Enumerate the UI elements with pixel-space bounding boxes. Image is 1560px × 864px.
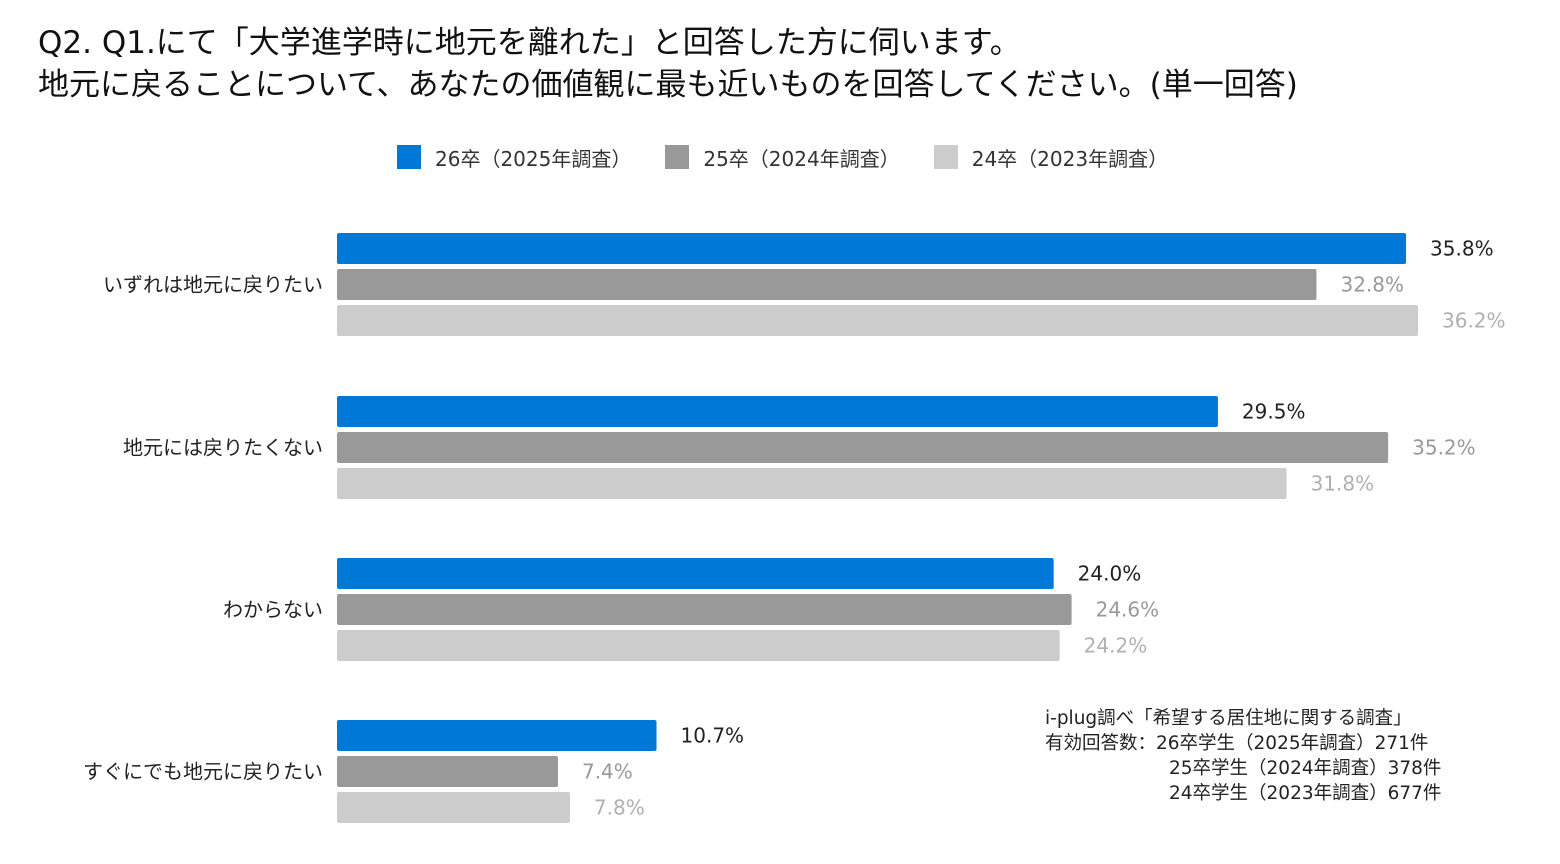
category-2-bar-2025 [337, 396, 1218, 427]
category-1-bar-2025 [337, 233, 1407, 264]
category-1-bar-2024 [337, 269, 1317, 300]
category-3-bar-2025 [337, 558, 1054, 589]
legend-label-2025: 26卒（2025年調査） [435, 146, 632, 171]
category-4-value-label-2024: 7.4% [582, 760, 633, 784]
category-4-bar-2024 [337, 756, 558, 787]
category-3-bar-2024 [337, 594, 1072, 625]
category-4-bar-2025 [337, 720, 657, 751]
sample-size-line-1: 有効回答数：26卒学生（2025年調査）271件 [1045, 733, 1429, 754]
category-3-value-label-2025: 24.0% [1078, 562, 1142, 586]
category-3-bar-2023 [337, 630, 1060, 661]
category-3-value-label-2023: 24.2% [1084, 634, 1148, 658]
category-4-value-label-2023: 7.8% [594, 796, 645, 820]
legend-label-2023: 24卒（2023年調査） [971, 146, 1169, 171]
legend-swatch-2024 [665, 145, 690, 169]
category-4-label: すぐにでも地元に戻りたい [83, 760, 323, 784]
category-2-bar-2023 [337, 468, 1287, 499]
category-1-label: いずれは地元に戻りたい [103, 273, 323, 297]
legend-item-2024: 25卒（2024年調査） [665, 143, 900, 172]
legend-swatch-2023 [933, 145, 958, 169]
category-1-value-label-2025: 35.8% [1430, 237, 1494, 261]
category-2-bar-2024 [337, 432, 1389, 463]
legend-item-2023: 24卒（2023年調査） [933, 143, 1169, 172]
legend-label-2024: 25卒（2024年調査） [703, 146, 900, 171]
legend: 26卒（2025年調査） 25卒（2024年調査） 24卒（2023年調査） [397, 143, 1168, 171]
legend-swatch-2025 [397, 145, 421, 169]
category-2-label: 地元には戻りたくない [123, 436, 323, 460]
title-line-1: Q2. Q1.にて「大学進学時に地元を離れた」と回答した方に伺います。 [38, 25, 1021, 61]
category-4-value-label-2025: 10.7% [681, 724, 745, 748]
title-line-2: 地元に戻ることについて、あなたの価値観に最も近いものを回答してください。(単一回… [38, 67, 1298, 103]
legend-item-2025: 26卒（2025年調査） [397, 143, 631, 172]
category-4-bar-2023 [337, 792, 570, 823]
sample-size-line-3: 24卒学生（2023年調査）677件 [1169, 783, 1442, 804]
category-1-value-label-2023: 36.2% [1442, 309, 1506, 333]
source-text: i-plug調べ「希望する居住地に関する調査」 [1045, 708, 1412, 729]
sample-size-line-2: 25卒学生（2024年調査）378件 [1169, 758, 1442, 779]
category-3-label: わからない [223, 598, 323, 622]
chart-title: Q2. Q1.にて「大学進学時に地元を離れた」と回答した方に伺います。 地元に戻… [38, 22, 1298, 106]
category-2-value-label-2024: 35.2% [1412, 436, 1476, 460]
category-1-bar-2023 [337, 305, 1418, 336]
category-1-value-label-2024: 32.8% [1340, 273, 1404, 297]
category-3-value-label-2024: 24.6% [1096, 598, 1160, 622]
category-2-value-label-2023: 31.8% [1311, 472, 1375, 496]
category-2-value-label-2025: 29.5% [1242, 400, 1306, 424]
source-note: i-plug調べ「希望する居住地に関する調査」 有効回答数：26卒学生（2025… [1045, 706, 1441, 806]
